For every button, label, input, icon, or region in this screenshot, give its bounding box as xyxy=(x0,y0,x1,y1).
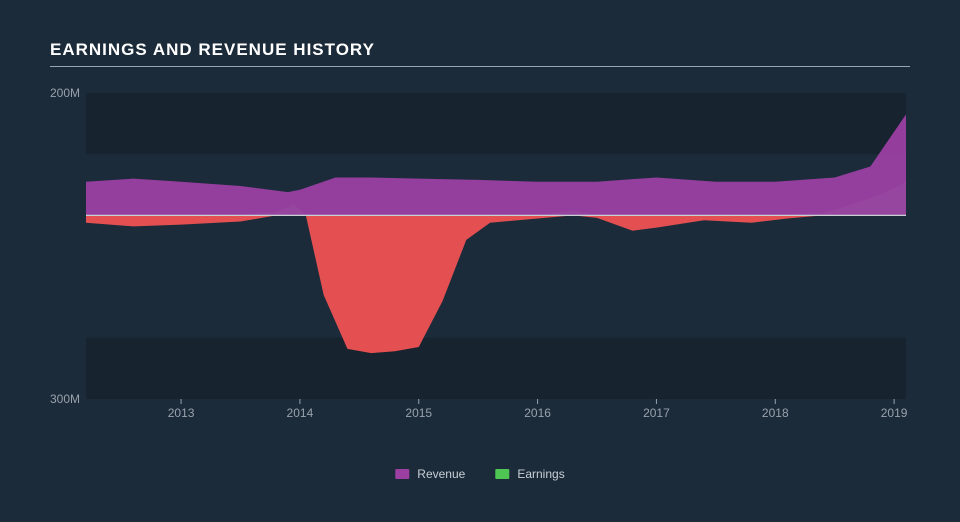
legend-swatch-revenue xyxy=(395,469,409,479)
legend-item-earnings: Earnings xyxy=(495,467,564,481)
chart-container: EARNINGS AND REVENUE HISTORY 20132014201… xyxy=(0,0,960,522)
svg-text:2019: 2019 xyxy=(881,406,908,420)
chart-title: EARNINGS AND REVENUE HISTORY xyxy=(50,40,910,60)
legend-item-revenue: Revenue xyxy=(395,467,465,481)
svg-text:2018: 2018 xyxy=(762,406,789,420)
legend-label-earnings: Earnings xyxy=(517,467,564,481)
svg-text:2017: 2017 xyxy=(643,406,670,420)
svg-text:2014: 2014 xyxy=(287,406,314,420)
legend-swatch-earnings xyxy=(495,469,509,479)
svg-text:2013: 2013 xyxy=(168,406,195,420)
title-rule xyxy=(50,66,910,67)
svg-text:2016: 2016 xyxy=(524,406,551,420)
legend-label-revenue: Revenue xyxy=(417,467,465,481)
svg-text:IZ$200M: IZ$200M xyxy=(50,86,80,100)
area-chart: 2013 2014 2015 2016 2017 2018 2019 IZ$200M Z$-30… xyxy=(50,85,910,425)
legend: Revenue Earnings xyxy=(395,467,564,481)
svg-text:2015: 2015 xyxy=(405,406,432,420)
chart-wrap: 2013 2014 2015 2016 2017 2018 2019 IZ$200M Z$-30… xyxy=(50,85,910,485)
svg-text:Z$-300M: Z$-300M xyxy=(50,392,80,406)
